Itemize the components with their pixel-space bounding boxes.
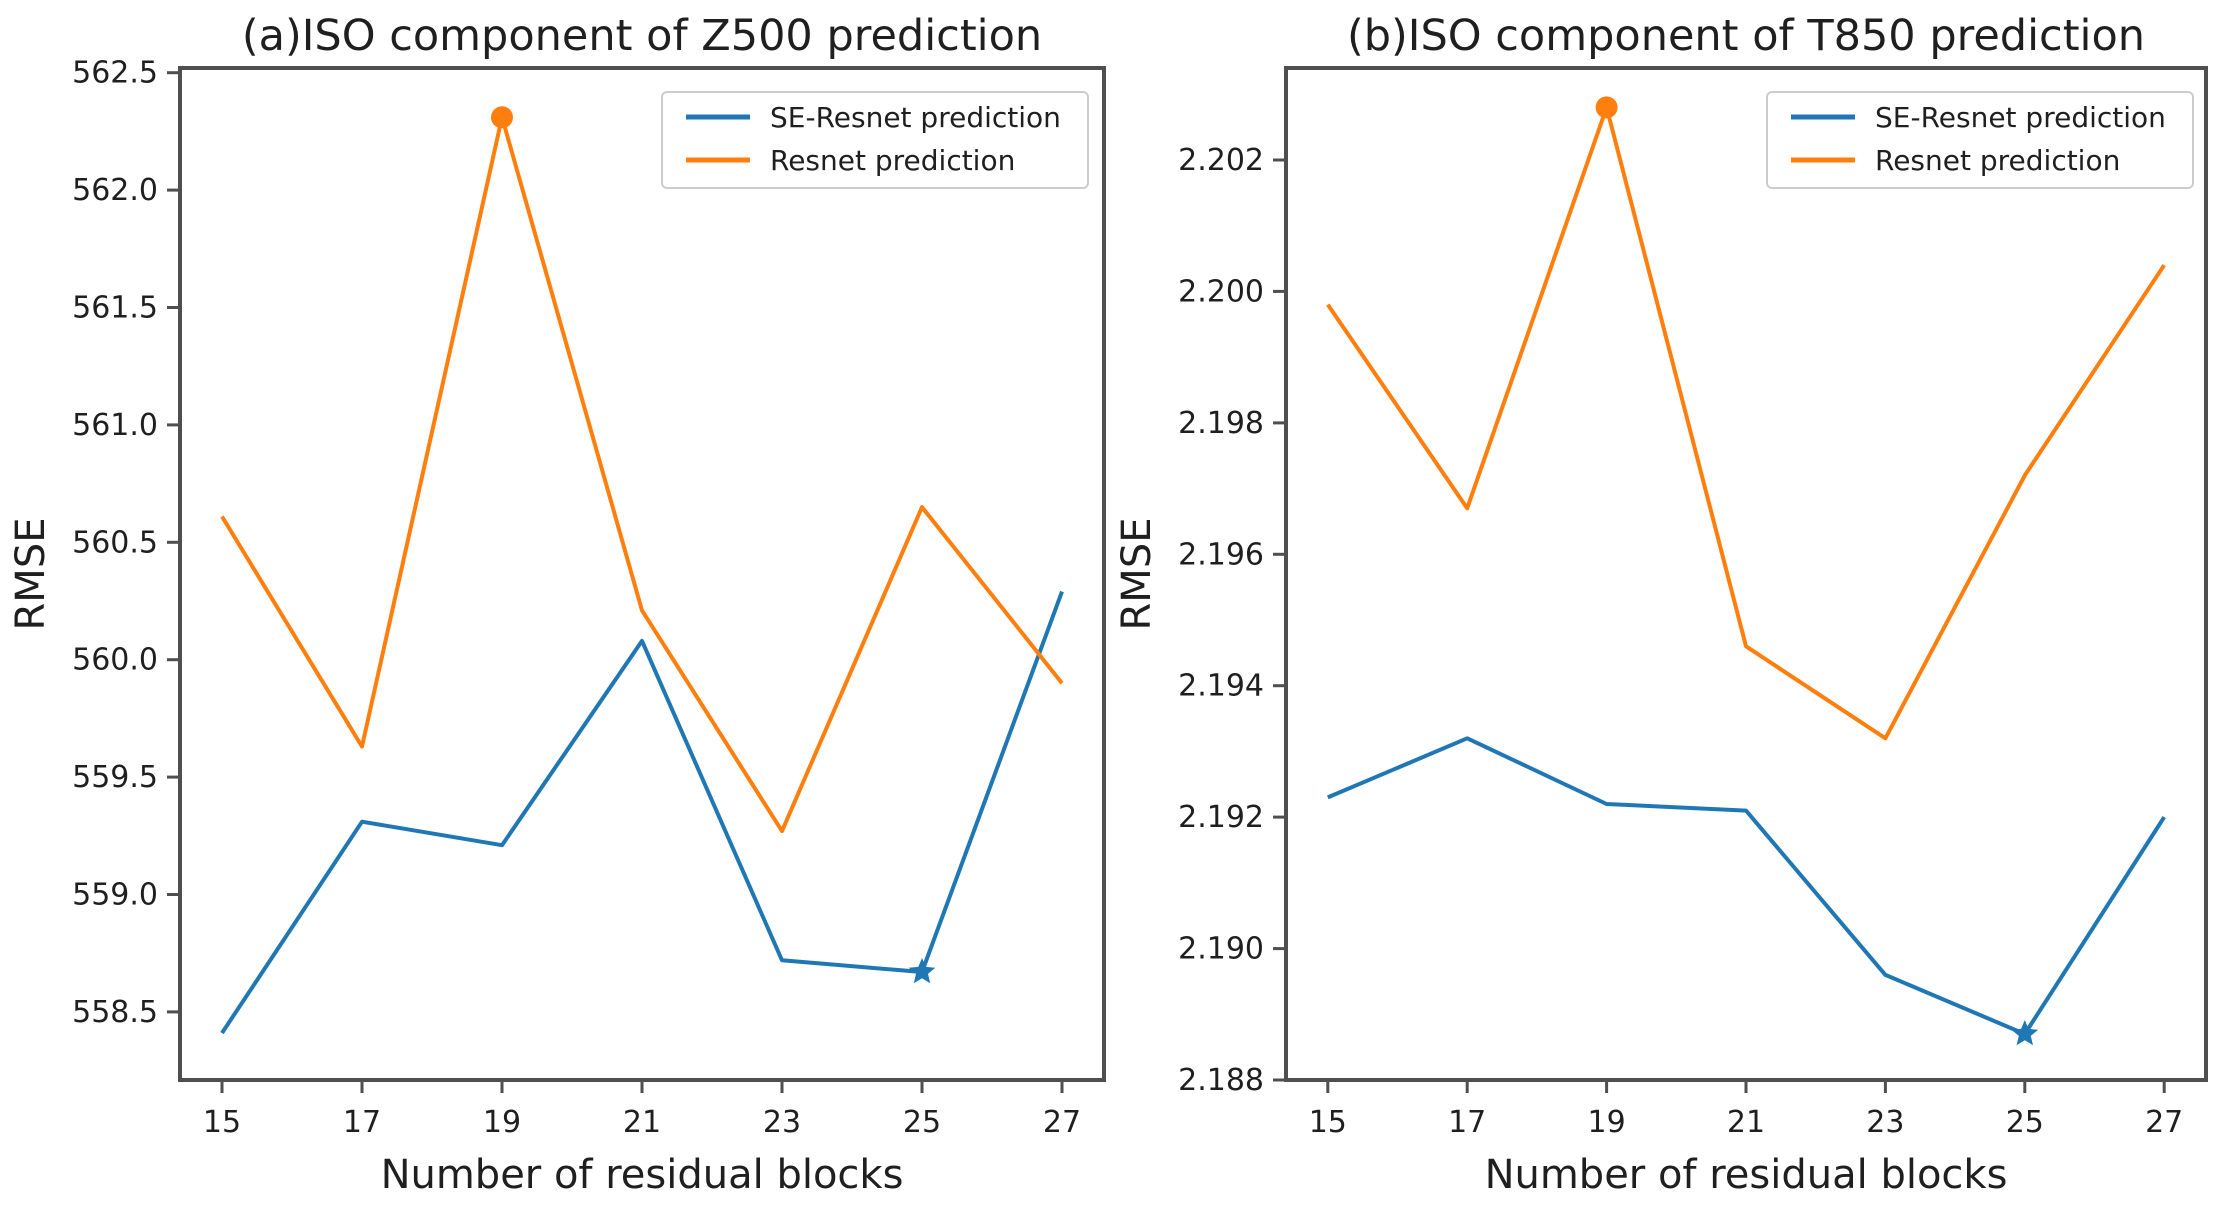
- panel-b-ylabel: RMSE: [1114, 518, 1160, 631]
- max-point-circle-marker: [491, 106, 513, 129]
- panel-a-xlabel: Number of residual blocks: [381, 1152, 904, 1198]
- y-tick-label: 2.188: [1178, 1063, 1264, 1098]
- y-tick-label: 2.198: [1178, 406, 1264, 441]
- y-tick-label: 561.0: [72, 408, 158, 443]
- panel-a-legend-label-se-resnet: SE-Resnet prediction: [770, 101, 1061, 134]
- panel-b-legend-label-resnet: Resnet prediction: [1875, 144, 2120, 177]
- x-tick-label: 15: [203, 1105, 241, 1140]
- panel-a-title: (a)ISO component of Z500 prediction: [242, 11, 1042, 61]
- y-tick-label: 2.194: [1178, 669, 1264, 704]
- series-line-1: [220, 115, 1064, 834]
- y-tick-label: 558.5: [72, 995, 158, 1030]
- y-tick-label: 2.200: [1178, 274, 1264, 309]
- x-tick-label: 21: [1727, 1105, 1765, 1140]
- x-tick-label: 19: [1588, 1105, 1626, 1140]
- panel-b-title: (b)ISO component of T850 prediction: [1347, 11, 2145, 61]
- y-tick-label: 560.0: [72, 643, 158, 678]
- x-tick-label: 23: [763, 1105, 801, 1140]
- legend-box: [1766, 91, 2194, 189]
- x-tick-label: 23: [1866, 1105, 1904, 1140]
- x-tick-label: 27: [1043, 1105, 1081, 1140]
- x-tick-label: 25: [903, 1105, 941, 1140]
- axes-box: [1284, 66, 2208, 1082]
- panel-b-plot: 2.188 2.190 2.192 2.194 2.196 2.198 2.200 2.202…: [1178, 66, 2208, 1140]
- y-tick-label: 2.190: [1178, 932, 1264, 967]
- y-tick-label: 562.5: [72, 56, 158, 91]
- y-tick-label: 559.0: [72, 878, 158, 913]
- x-tick-label: 21: [623, 1105, 661, 1140]
- y-tick-label: 559.5: [72, 760, 158, 795]
- panel-b-legend-label-se-resnet: SE-Resnet prediction: [1875, 101, 2166, 134]
- x-tick-label: 15: [1309, 1105, 1347, 1140]
- panel-a-legend-label-resnet: Resnet prediction: [770, 144, 1015, 177]
- y-tick-label: 2.202: [1178, 143, 1264, 178]
- legend-box: [661, 91, 1089, 189]
- y-tick-label: 561.5: [72, 291, 158, 326]
- axes-box: [178, 66, 1106, 1082]
- y-tick-label: 2.196: [1178, 537, 1264, 572]
- y-tick-label: 2.192: [1178, 800, 1264, 835]
- panel-b-xlabel: Number of residual blocks: [1485, 1152, 2008, 1198]
- y-tick-label: 560.5: [72, 525, 158, 560]
- panel-a-plot: 558.5 559.0 559.5 560.0 560.5 561.0 561.5 562.0…: [72, 56, 1106, 1140]
- panel-a-ylabel: RMSE: [8, 518, 54, 631]
- x-tick-label: 19: [483, 1105, 521, 1140]
- min-point-star-marker: [908, 958, 936, 984]
- series-line-0: [1327, 736, 2166, 1036]
- x-tick-label: 27: [2145, 1105, 2183, 1140]
- series-line-1: [1326, 105, 2166, 741]
- x-tick-label: 17: [343, 1105, 381, 1140]
- x-tick-label: 17: [1448, 1105, 1486, 1140]
- y-tick-label: 562.0: [72, 173, 158, 208]
- x-tick-label: 25: [2006, 1105, 2044, 1140]
- max-point-circle-marker: [1595, 96, 1618, 119]
- series-line-0: [220, 590, 1064, 1035]
- min-point-star-marker: [2011, 1020, 2039, 1046]
